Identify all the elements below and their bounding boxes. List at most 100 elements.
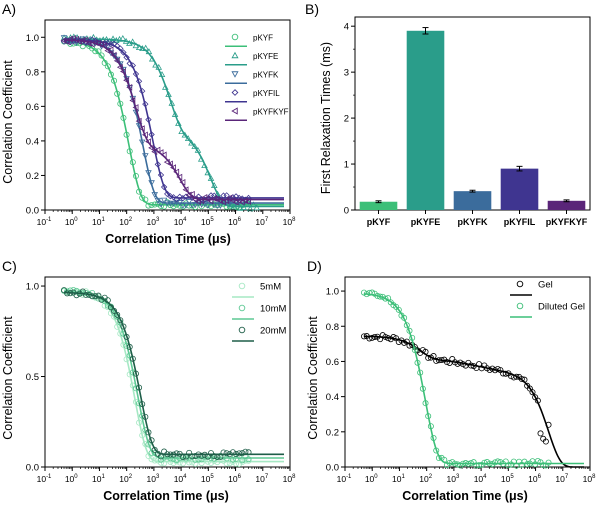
panel-c-xlabel: Correlation Time (μs) bbox=[103, 489, 229, 503]
panel-a-axes-frame bbox=[44, 19, 291, 211]
panel-d-legend-marker bbox=[516, 302, 524, 310]
panel-c-data-point bbox=[157, 453, 164, 460]
panel-a-xtick-label: 105 bbox=[201, 217, 214, 227]
panel-a-data-point bbox=[201, 194, 208, 201]
panel-d-xtick-label: 106 bbox=[528, 474, 541, 484]
panel-a-xlabel: Correlation Time (μs) bbox=[105, 232, 231, 246]
panel-c-ytick-label: 0.5 bbox=[26, 372, 39, 383]
panel-c-data-point bbox=[236, 450, 243, 457]
panel-a-legend-label: pKYFK bbox=[253, 71, 279, 80]
panel-a-data-point bbox=[129, 38, 136, 45]
panel-b: B) 0 1 2 3 4 pKYF pKYFE pKYFK pKYFIL pKYFKYF Firs… bbox=[305, 1, 591, 227]
panel-a-xtick-label: 108 bbox=[283, 217, 296, 227]
panel-b-xtick-label: pKYFIL bbox=[504, 217, 536, 227]
panel-c-ytick-label: 1.0 bbox=[26, 282, 39, 293]
panel-c-xtick-label: 104 bbox=[174, 474, 187, 484]
panel-c-data-point bbox=[123, 356, 130, 363]
panel-d-ytick-label: 0.4 bbox=[326, 392, 339, 403]
panel-d-data-point bbox=[497, 367, 504, 374]
panel-c-data-point bbox=[151, 446, 158, 453]
panel-d-series-gel bbox=[361, 332, 584, 468]
panel-a-xtick-label: 107 bbox=[255, 217, 268, 227]
panel-b-ytick-label: 1 bbox=[344, 160, 349, 171]
panel-b-bar bbox=[359, 201, 398, 210]
panel-d-data-point bbox=[438, 454, 445, 461]
panel-d-data-point bbox=[409, 341, 416, 348]
panel-a-data-point bbox=[117, 100, 124, 107]
panel-c-data-point bbox=[201, 454, 208, 461]
panel-a-label: A) bbox=[2, 1, 16, 17]
panel-c-data-point bbox=[104, 297, 111, 304]
panel-c-fit-line bbox=[64, 290, 284, 463]
panel-c-data-point bbox=[61, 287, 68, 294]
panel-b-ytick-label: 2 bbox=[344, 114, 349, 125]
panel-a-data-point bbox=[232, 198, 239, 206]
panel-c-series-20mm bbox=[61, 287, 284, 460]
panel-d-data-point bbox=[494, 366, 501, 372]
panel-c-data-point bbox=[139, 401, 146, 408]
panel-c-data-point bbox=[82, 289, 89, 296]
panel-a-legend: pKYF pKYFE pKYFK pKYFIL pKYFKYF bbox=[225, 34, 289, 122]
panel-b-axes-frame bbox=[354, 16, 591, 211]
panel-a-data-point bbox=[175, 120, 182, 126]
panel-d-data-point bbox=[393, 335, 400, 342]
panel-c-data-point bbox=[139, 432, 146, 439]
panel-d-xtick-label: 100 bbox=[365, 474, 378, 484]
panel-a-xtick-label: 104 bbox=[174, 217, 187, 227]
panel-a: A) 10-1 100 101 102 103 104 105 106 107 108 0.0 0.2… bbox=[1, 1, 296, 246]
panel-b-ylabel: First Relaxation Times (ms) bbox=[319, 42, 333, 194]
panel-d-data-point bbox=[403, 338, 410, 345]
panel-d-xtick-label: 108 bbox=[583, 474, 596, 484]
panel-a-xtick-label: 101 bbox=[92, 217, 105, 227]
panel-a-data-point bbox=[185, 199, 193, 206]
panel-a-data-point bbox=[253, 204, 261, 211]
panel-b-bar bbox=[547, 200, 586, 210]
panel-a-series-pkyf bbox=[61, 38, 284, 211]
panel-a-data-point bbox=[101, 59, 108, 66]
panel-d-data-point bbox=[422, 400, 429, 407]
panel-a-data-point bbox=[176, 193, 183, 200]
panel-c-data-point bbox=[132, 370, 139, 377]
panel-d-data-point bbox=[435, 455, 442, 461]
panel-c: C) 10-1 100 101 102 103 104 105 106 107 108 0.0 0.5… bbox=[1, 258, 296, 503]
panel-d-ytick-label: 1.0 bbox=[326, 287, 339, 298]
panel-c-legend-marker bbox=[238, 282, 246, 290]
panel-d-xtick-label: 101 bbox=[392, 474, 405, 484]
panel-c-legend-marker bbox=[238, 304, 246, 312]
panel-c-xtick-label: 101 bbox=[92, 474, 105, 484]
panel-b-ytick-label: 0 bbox=[344, 206, 349, 217]
panel-d-data-point bbox=[390, 334, 397, 340]
panel-b-xtick-label: pKYFKYF bbox=[546, 217, 588, 227]
panel-a-xtick-label: 10-1 bbox=[37, 217, 52, 227]
panel-a-legend-marker bbox=[231, 51, 239, 59]
panel-c-ytick-label: 0.0 bbox=[26, 463, 39, 474]
panel-b-plot-area: 0 1 2 3 4 pKYF pKYFE pKYFK pKYFIL pKYFKYF bbox=[344, 16, 591, 227]
panel-a-legend-label: pKYFIL bbox=[253, 89, 280, 98]
panel-c-plot-area: 10-1 100 101 102 103 104 105 106 107 108 0.0 0.5 1.0… bbox=[26, 276, 296, 484]
panel-d-label: D) bbox=[307, 258, 322, 274]
panel-b-xtick-label: pKYF bbox=[367, 217, 391, 227]
panel-a-data-point bbox=[171, 110, 179, 117]
panel-c-data-point bbox=[126, 371, 133, 378]
panel-d-data-point bbox=[516, 374, 523, 380]
panel-c-xtick-label: 107 bbox=[255, 474, 268, 484]
panel-a-data-point bbox=[107, 71, 114, 78]
panel-c-fit-line bbox=[63, 291, 284, 456]
panel-b-bar bbox=[453, 191, 492, 210]
panel-d-data-point bbox=[545, 459, 552, 466]
panel-c-fit-line bbox=[64, 291, 284, 459]
panel-c-label: C) bbox=[2, 258, 17, 274]
panel-a-ytick-label: 0.6 bbox=[26, 102, 39, 113]
panel-d-data-point bbox=[419, 385, 426, 392]
panel-a-data-point bbox=[246, 205, 254, 212]
panel-a-fit-line bbox=[63, 40, 284, 206]
panel-d-xtick-label: 104 bbox=[474, 474, 487, 484]
panel-a-ytick-label: 0.2 bbox=[26, 171, 39, 182]
panel-a-legend-marker bbox=[231, 71, 239, 78]
panel-a-data-point bbox=[126, 148, 133, 155]
panel-b-xtick-label: pKYFK bbox=[458, 217, 488, 227]
panel-c-legend-marker bbox=[238, 326, 246, 334]
panel-d-series-diluted-gel bbox=[361, 289, 584, 469]
panel-d-xtick-label: 102 bbox=[419, 474, 432, 484]
